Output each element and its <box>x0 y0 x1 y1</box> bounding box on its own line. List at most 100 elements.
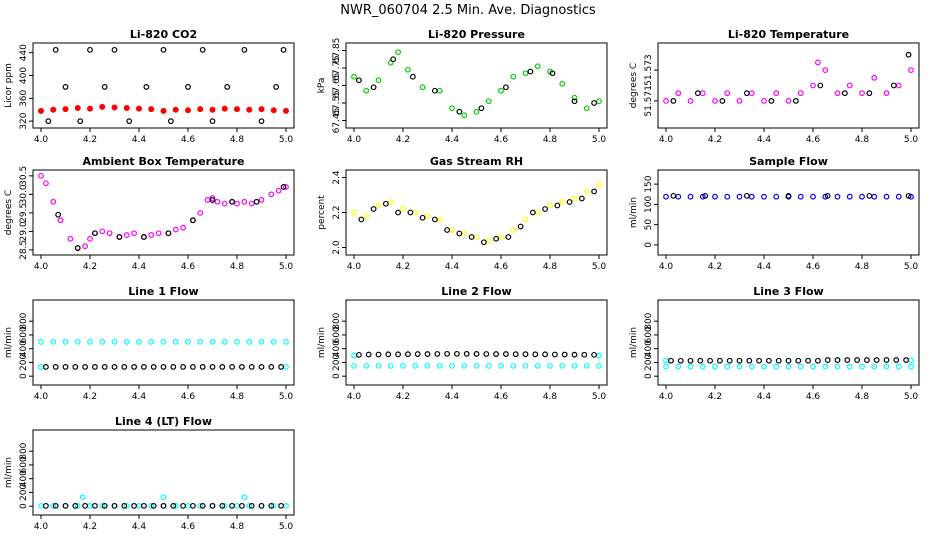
data-point <box>55 211 62 218</box>
panel-title: Li-820 Temperature <box>728 28 849 41</box>
data-point <box>45 118 52 125</box>
data-point <box>87 338 93 345</box>
data-point <box>775 357 782 364</box>
data-point <box>241 198 248 205</box>
y-tick-label: 51.573 <box>644 54 654 86</box>
data-point <box>258 106 265 113</box>
data-point <box>172 226 179 233</box>
plot-frame <box>32 429 295 516</box>
plot-frame <box>345 169 608 256</box>
data-point <box>522 351 529 358</box>
y-tick-label: 0 <box>332 373 342 379</box>
data-point <box>712 97 718 104</box>
x-tick-label: 4.4 <box>757 135 772 145</box>
data-point <box>866 90 873 97</box>
x-tick-label: 4.4 <box>445 135 460 145</box>
series-flask <box>45 46 287 125</box>
data-point <box>238 502 245 509</box>
data-point <box>375 351 382 358</box>
data-point <box>785 357 792 364</box>
data-point <box>748 90 755 97</box>
data-point <box>817 82 824 89</box>
y-tick-label: 800 <box>332 312 342 329</box>
data-point <box>583 105 590 112</box>
data-point <box>123 502 130 509</box>
data-point <box>74 338 81 345</box>
data-point <box>822 363 829 370</box>
data-point <box>724 363 731 370</box>
data-point <box>534 63 541 70</box>
data-point <box>50 106 57 113</box>
data-point <box>895 82 902 89</box>
data-point <box>160 107 167 114</box>
data-point <box>461 112 468 119</box>
x-tick-label: 4.4 <box>132 522 147 532</box>
data-point <box>859 363 865 370</box>
data-point <box>712 363 718 370</box>
series-flask <box>43 364 285 370</box>
y-tick-label: 200 <box>19 354 29 371</box>
data-point <box>167 118 174 125</box>
data-point <box>72 364 79 370</box>
panels: Li-820 CO2 Licor ppm 4.0 4.2 4.4 4.6 4.8 5.0 320… <box>4 28 920 532</box>
data-point <box>275 187 282 194</box>
data-point <box>424 351 431 357</box>
data-point <box>436 216 443 223</box>
data-point <box>199 46 206 53</box>
data-point <box>444 350 451 357</box>
data-point <box>670 192 677 199</box>
data-point <box>434 351 441 357</box>
data-point <box>351 73 357 80</box>
data-point <box>908 67 914 73</box>
data-point <box>795 357 802 364</box>
data-point <box>241 46 248 53</box>
data-point <box>140 502 147 509</box>
data-point <box>258 364 265 370</box>
x-tick-label: 4.6 <box>494 392 509 402</box>
data-point <box>148 232 155 238</box>
y-tick-label: 200 <box>19 484 29 501</box>
panel-co2: Li-820 CO2 Licor ppm 4.0 4.2 4.4 4.6 4.8 5.0 320… <box>4 28 295 145</box>
data-point <box>473 108 480 115</box>
data-point <box>219 364 226 370</box>
data-point <box>834 363 841 370</box>
data-point <box>810 193 816 200</box>
data-point <box>743 192 750 199</box>
x-tick-label: 4.6 <box>494 262 509 272</box>
data-point <box>248 364 255 370</box>
data-point <box>498 234 504 240</box>
data-point <box>248 502 255 509</box>
data-point <box>111 364 118 370</box>
data-point <box>258 118 265 125</box>
data-point <box>895 193 902 200</box>
data-point <box>197 106 204 113</box>
data-point <box>748 363 755 370</box>
data-point <box>908 363 914 370</box>
data-point <box>185 107 191 114</box>
data-point <box>370 206 377 212</box>
data-point <box>365 351 372 358</box>
y-tick-label: 0 <box>19 373 29 379</box>
data-point <box>677 357 684 364</box>
y-tick-label: 800 <box>19 442 29 459</box>
x-tick-label: 4.8 <box>855 392 870 402</box>
y-tick-label: 50 <box>644 219 654 231</box>
panel-line1: Line 1 Flow ml/min 4.0 4.2 4.4 4.6 4.8 5.0 0 2004… <box>4 285 295 402</box>
data-point <box>50 198 57 205</box>
data-point <box>785 192 792 199</box>
panel-title: Line 3 Flow <box>753 285 823 298</box>
panel-line4: Line 4 (LT) Flow ml/min 4.0 4.2 4.4 4.6 4.8 5.0… <box>4 415 295 532</box>
data-point <box>581 351 588 358</box>
data-point <box>209 195 216 201</box>
data-point <box>866 192 873 199</box>
x-tick-label: 4.8 <box>855 135 870 145</box>
data-point <box>375 202 382 209</box>
data-point <box>542 351 548 358</box>
data-point <box>522 362 529 369</box>
data-point <box>121 502 128 509</box>
data-point <box>185 84 191 90</box>
data-point <box>456 108 463 115</box>
data-point <box>846 193 853 200</box>
data-point <box>822 67 829 73</box>
x-tick-label: 5.0 <box>592 392 607 402</box>
